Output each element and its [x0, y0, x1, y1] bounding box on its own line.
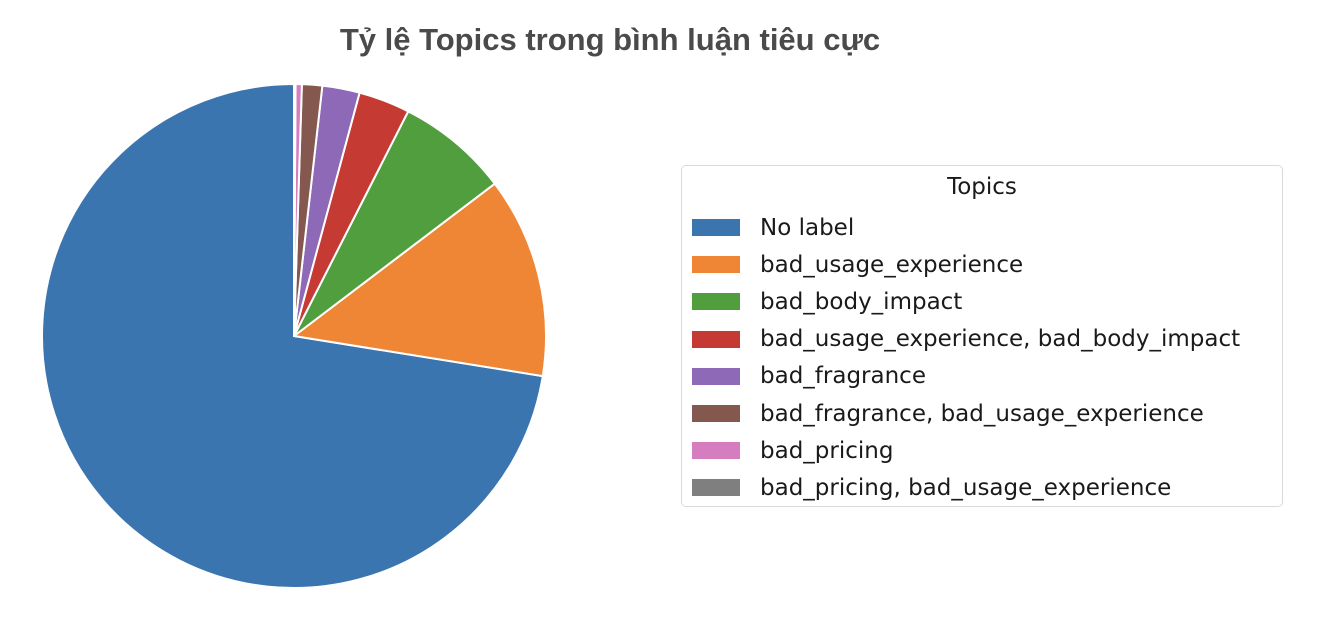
legend-item: bad_fragrance	[692, 358, 1240, 395]
legend: Topics No label bad_usage_experience bad_b…	[681, 165, 1283, 507]
legend-label: bad_body_impact	[760, 288, 963, 315]
legend-label: bad_pricing, bad_usage_experience	[760, 474, 1172, 501]
legend-item: bad_pricing	[692, 432, 1240, 469]
legend-label: No label	[760, 214, 855, 241]
legend-item: bad_usage_experience, bad_body_impact	[692, 321, 1240, 358]
legend-items: No label bad_usage_experience bad_body_imp…	[692, 209, 1240, 507]
legend-swatch	[692, 442, 740, 460]
chart-title: Tỷ lệ Topics trong bình luận tiêu cực	[339, 22, 881, 57]
legend-item: bad_body_impact	[692, 283, 1240, 320]
legend-swatch	[692, 293, 740, 311]
legend-swatch	[692, 219, 740, 237]
legend-label: bad_fragrance, bad_usage_experience	[760, 400, 1204, 427]
legend-swatch	[692, 479, 740, 497]
legend-item: bad_usage_experience	[692, 246, 1240, 283]
legend-swatch	[692, 405, 740, 423]
legend-item: No label	[692, 209, 1240, 246]
legend-label: bad_usage_experience	[760, 251, 1024, 278]
legend-label: bad_usage_experience, bad_body_impact	[760, 326, 1241, 353]
legend-title: Topics	[947, 174, 1017, 200]
legend-item: bad_pricing, bad_usage_experience	[692, 469, 1240, 506]
legend-swatch	[692, 256, 740, 274]
pie-slice-2	[293, 182, 547, 378]
pie-slice-3	[293, 110, 496, 337]
legend-item: bad_fragrance, bad_usage_experience	[692, 395, 1240, 432]
legend-swatch	[692, 367, 740, 385]
legend-label: bad_pricing	[760, 437, 894, 464]
legend-swatch	[692, 330, 740, 348]
legend-label: bad_fragrance	[760, 363, 926, 390]
pie-slice-8	[293, 82, 297, 337]
pie-slice-1	[41, 83, 544, 589]
